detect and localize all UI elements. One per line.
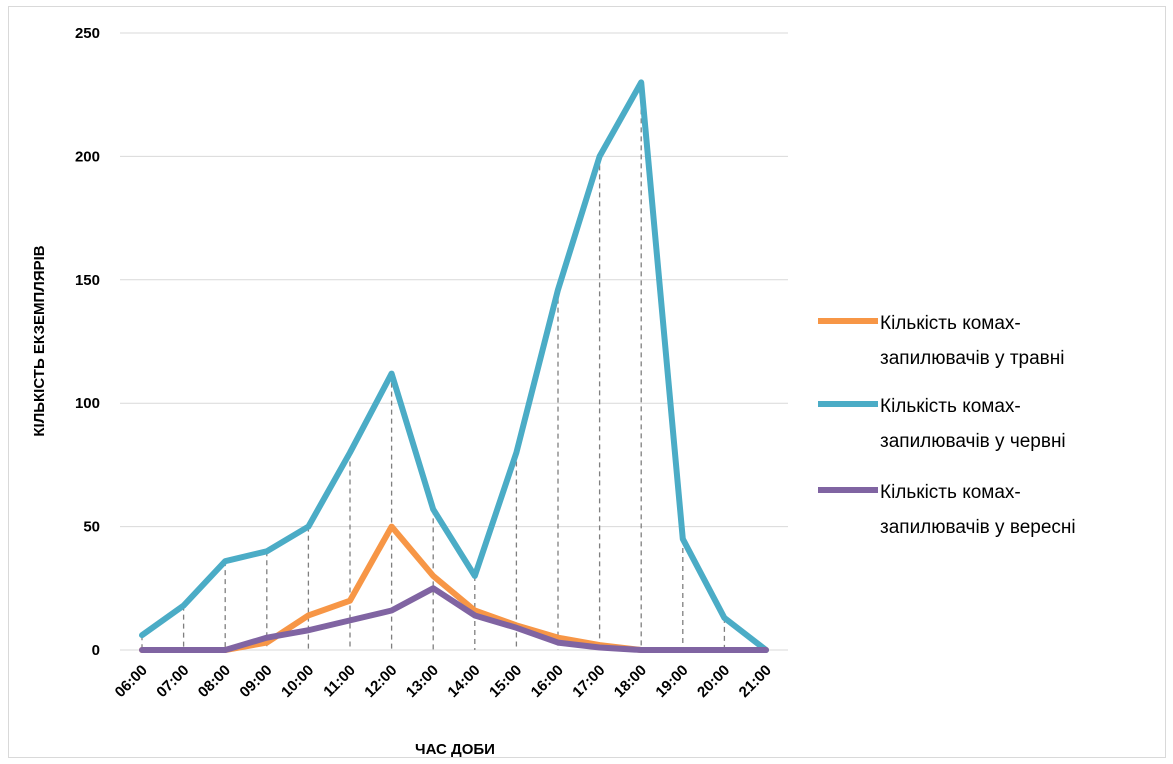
legend-label: Кількість комах- xyxy=(880,313,1021,334)
drop-lines xyxy=(141,82,726,650)
x-tick-label: 20:00 xyxy=(694,662,733,701)
x-tick-label: 18:00 xyxy=(611,662,650,701)
x-tick-label: 07:00 xyxy=(153,662,192,701)
x-tick-label: 17:00 xyxy=(569,662,608,701)
y-tick-label: 0 xyxy=(92,642,100,659)
x-tick-label: 06:00 xyxy=(112,662,151,701)
chart-frame xyxy=(8,6,1166,758)
y-axis-title: КІЛЬКІСТЬ ЕКЗЕМПЛЯРІВ xyxy=(31,245,48,436)
x-tick-label: 09:00 xyxy=(236,662,275,701)
legend-label: Кількість комах- xyxy=(880,396,1021,417)
y-tick-label: 150 xyxy=(75,272,100,289)
series-lines xyxy=(139,79,769,653)
legend: Кількість комах-запилювачів у травні Кіль… xyxy=(818,313,1076,538)
x-tick-label: 08:00 xyxy=(195,662,234,701)
y-tick-label: 50 xyxy=(83,519,100,536)
y-tick-labels: 0 50 100 150 200 250 xyxy=(75,25,100,659)
y-tick-label: 250 xyxy=(75,25,100,42)
x-tick-label: 13:00 xyxy=(403,662,442,701)
x-tick-label: 12:00 xyxy=(361,662,400,701)
x-tick-label: 19:00 xyxy=(652,662,691,701)
legend-label: Кількість комах- xyxy=(880,482,1021,503)
x-tick-labels: 06:00 07:00 08:00 09:00 10:00 11:00 12:00 13:00… xyxy=(112,662,775,701)
legend-label: запилювачів у вересні xyxy=(880,517,1076,538)
y-tick-label: 100 xyxy=(75,395,100,412)
series-line xyxy=(139,585,769,653)
x-tick-label: 16:00 xyxy=(528,662,567,701)
legend-label: запилювачів у травні xyxy=(880,348,1064,369)
y-tick-label: 200 xyxy=(75,148,100,165)
x-axis-title: ЧАС ДОБИ xyxy=(415,741,495,758)
x-tick-label: 21:00 xyxy=(736,662,775,701)
x-tick-label: 14:00 xyxy=(444,662,483,701)
x-tick-label: 11:00 xyxy=(320,662,359,701)
series-line xyxy=(139,79,769,653)
legend-label: запилювачів у червні xyxy=(880,431,1066,452)
gridlines xyxy=(120,32,788,651)
x-tick-label: 10:00 xyxy=(278,662,317,701)
x-tick-label: 15:00 xyxy=(486,662,525,701)
